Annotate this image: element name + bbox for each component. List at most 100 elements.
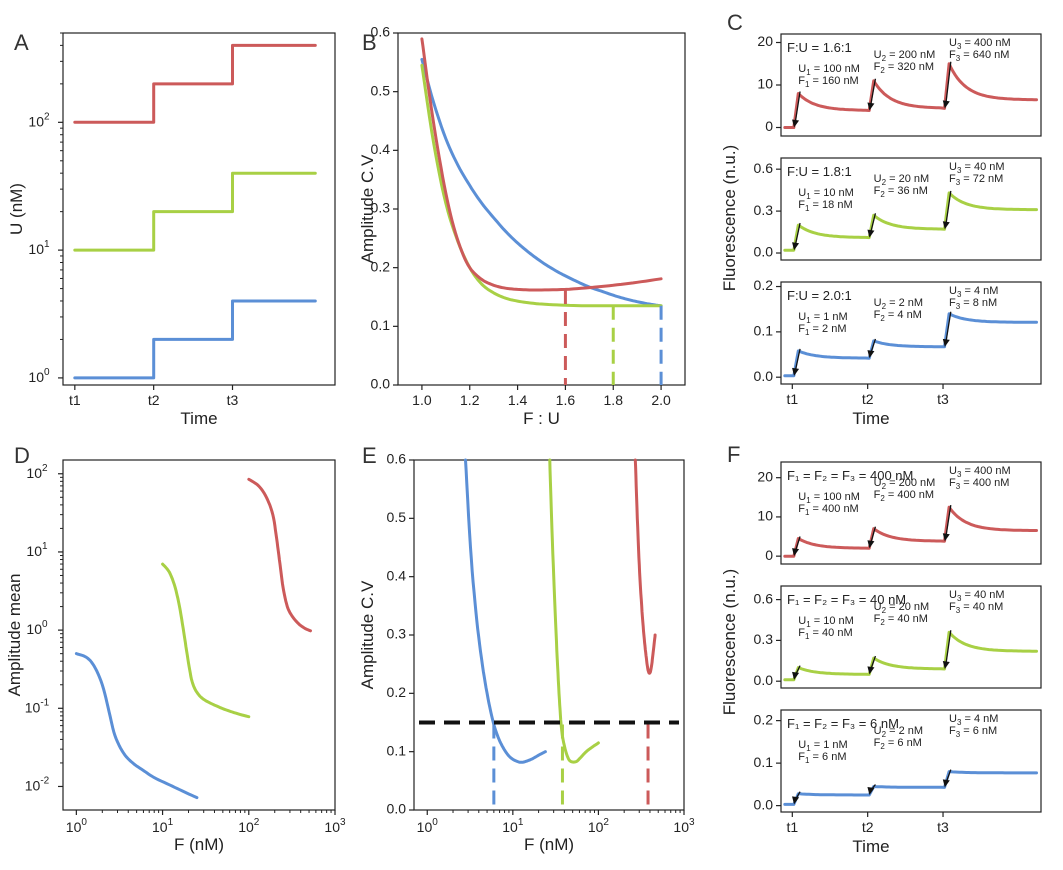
tick-label: 101 — [152, 817, 174, 835]
u-label: U1 = 100 nM — [798, 63, 860, 77]
arrow-head — [792, 671, 800, 680]
f-subscript: 3 — [956, 606, 961, 615]
y-tick-label: 0.6 — [754, 590, 774, 606]
f-label: F2 = 40 nM — [874, 613, 928, 627]
f-value: 18 nM — [822, 199, 853, 211]
f-subscript: 2 — [880, 742, 885, 751]
u-eq: = — [811, 739, 824, 751]
arrow-line — [945, 61, 952, 105]
u-label: U2 = 20 nM — [874, 173, 930, 187]
f-eq: = — [960, 601, 973, 613]
u-subscript: 2 — [882, 302, 887, 311]
e-curve-blue — [464, 458, 547, 764]
y-tick-label: 0.3 — [387, 626, 407, 642]
y-tick-label: 0.2 — [387, 684, 407, 700]
subplot-title: F:U = 1.8:1 — [787, 164, 852, 179]
y-axis-label: Fluorescence (n.u.) — [720, 145, 739, 291]
panel-letter-c: C — [727, 10, 743, 35]
x-axis-label: F (nM) — [174, 835, 224, 854]
x-tick-label: t1 — [786, 819, 798, 835]
u-prefix: U — [949, 37, 957, 49]
tick-base: 10 — [26, 543, 42, 559]
tick-label: 103 — [673, 817, 695, 835]
f-prefix: F — [949, 49, 956, 61]
u-value: 2 nM — [899, 725, 923, 737]
u-subscript: 1 — [806, 316, 811, 325]
tick-exponent: 1 — [44, 239, 50, 250]
f-value: 400 nM — [822, 503, 859, 515]
u-eq: = — [961, 161, 974, 173]
tick-label: 100 — [417, 817, 439, 835]
u-prefix: U — [874, 173, 882, 185]
subplot-title: F:U = 2.0:1 — [787, 288, 852, 303]
f-subscript: 1 — [805, 508, 810, 517]
arrow-head — [792, 796, 800, 805]
trace-red — [783, 505, 1038, 558]
f-value: 400 nM — [973, 477, 1010, 489]
u-prefix: U — [798, 63, 806, 75]
f-eq: = — [960, 173, 973, 185]
arrow-head — [942, 100, 950, 109]
y-tick-label: 0 — [765, 547, 773, 563]
f-subscript: 2 — [880, 190, 885, 199]
u-value: 10 nM — [823, 615, 854, 627]
u-label: U1 = 10 nM — [798, 187, 854, 201]
arrow-head — [942, 533, 950, 542]
u-prefix: U — [949, 713, 957, 725]
f-label: F3 = 640 nM — [949, 49, 1009, 63]
u-value: 100 nM — [823, 491, 860, 503]
y-tick-label: 0.1 — [754, 754, 774, 770]
x-tick-label: t1 — [786, 391, 798, 407]
subplot-title: F:U = 1.6:1 — [787, 40, 852, 55]
f-prefix: F — [798, 75, 805, 87]
u-value: 1 nM — [823, 311, 847, 323]
u-label: U3 = 40 nM — [949, 589, 1005, 603]
f-value: 8 nM — [973, 297, 997, 309]
x-tick-label: 1.0 — [412, 392, 432, 408]
u-subscript: 3 — [957, 470, 962, 479]
y-tick-label: 0.1 — [371, 317, 391, 333]
arrow-head — [792, 367, 800, 376]
f-eq: = — [960, 725, 973, 737]
trace-green — [783, 191, 1038, 252]
f-value: 40 nM — [973, 601, 1004, 613]
f-value: 40 nM — [822, 627, 853, 639]
u-prefix: U — [874, 601, 882, 613]
tick-base: 10 — [152, 819, 168, 835]
x-tick-label: 2.0 — [651, 392, 671, 408]
arrow-head — [942, 779, 950, 788]
f-prefix: F — [798, 503, 805, 515]
u-label: U3 = 4 nM — [949, 713, 998, 727]
u-eq: = — [886, 173, 899, 185]
tick-base: 10 — [417, 819, 433, 835]
u-prefix: U — [949, 161, 957, 173]
arrow-line — [945, 505, 952, 538]
f-eq: = — [960, 297, 973, 309]
arrow-line — [794, 348, 801, 372]
arrow-head — [792, 119, 800, 128]
u-prefix: U — [874, 725, 882, 737]
subplot-title: F₁ = F₂ = F₃ = 40 nM — [787, 592, 906, 607]
y-tick-label: 0.5 — [387, 509, 407, 525]
arrow-head — [867, 350, 875, 359]
u-prefix: U — [874, 49, 882, 61]
panel-letter-d: D — [14, 443, 30, 468]
u-eq: = — [961, 589, 974, 601]
y-axis-label: U (nM) — [7, 183, 26, 235]
tick-exponent: 0 — [42, 619, 48, 630]
u-label: U1 = 100 nM — [798, 491, 860, 505]
u-eq: = — [961, 285, 974, 297]
u-prefix: U — [949, 465, 957, 477]
tick-exponent: -2 — [40, 775, 49, 786]
u-eq: = — [886, 477, 899, 489]
arrow-head — [792, 548, 800, 557]
f-subscript: 2 — [880, 66, 885, 75]
f-subscript: 1 — [805, 632, 810, 641]
f-label: F2 = 6 nM — [874, 737, 922, 751]
f-subscript: 3 — [956, 730, 961, 739]
u-prefix: U — [798, 491, 806, 503]
